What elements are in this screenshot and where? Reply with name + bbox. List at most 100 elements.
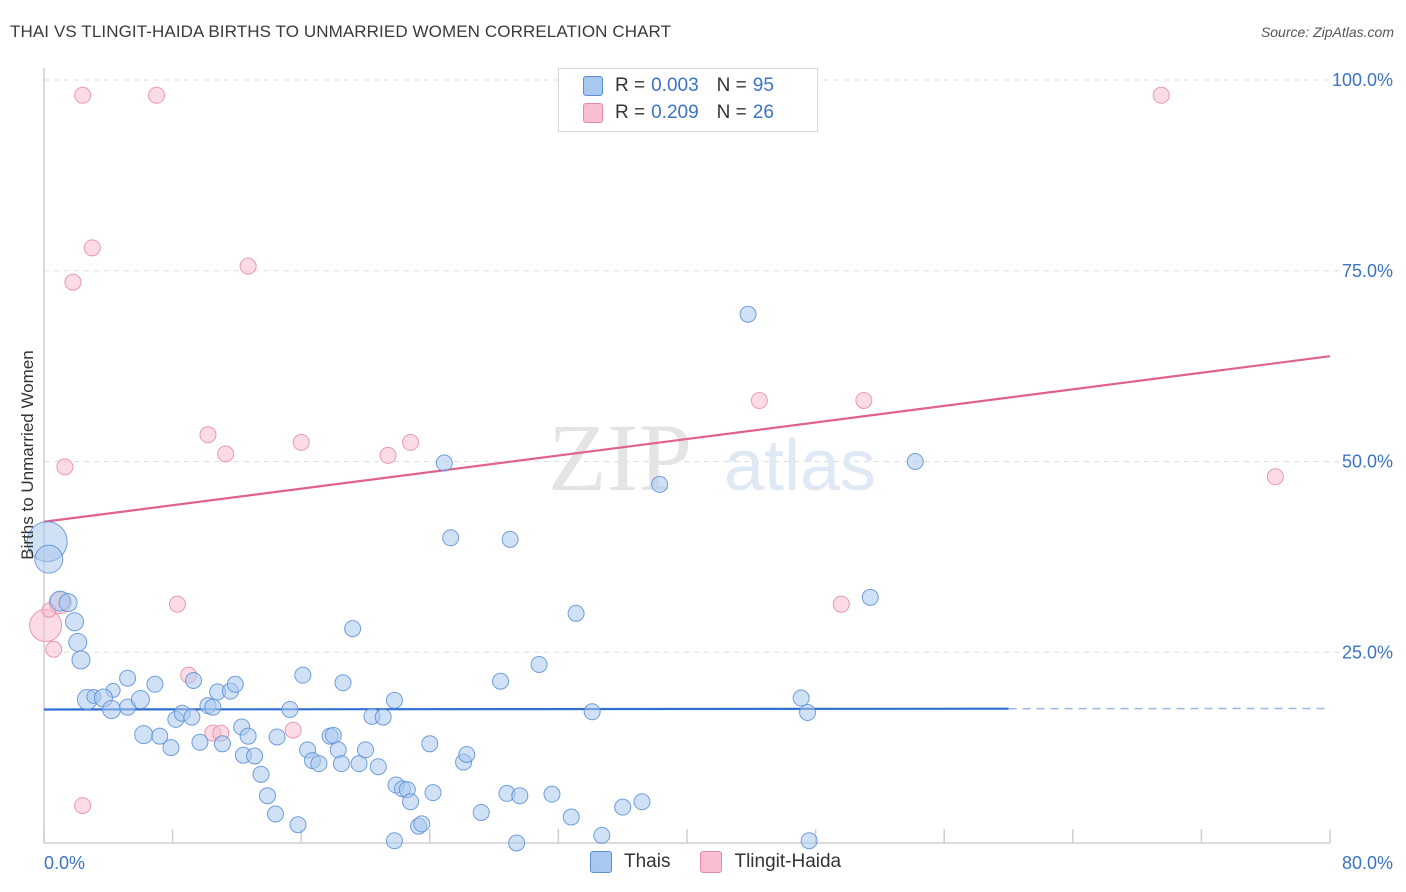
axes: [43, 68, 1331, 844]
thais-point: [266, 805, 284, 823]
n-value: 26: [752, 102, 774, 123]
tlingit-haida-point: [855, 391, 873, 409]
series-legend: Thais Tlingit-Haida: [590, 851, 871, 873]
tlingit-haida-point: [239, 257, 257, 275]
tlingit-haida-point: [45, 640, 63, 658]
tlingit-haida-point: [292, 433, 310, 451]
thais-point: [332, 755, 350, 773]
thais-point: [413, 815, 431, 833]
thais-point: [310, 755, 328, 773]
thais-point: [239, 727, 257, 745]
thais-point: [385, 691, 403, 709]
tlingit-haida-point: [199, 426, 217, 444]
thais-point: [651, 475, 669, 493]
data-points: [26, 86, 1284, 852]
tlingit-haida-point: [1152, 86, 1170, 104]
thais-point: [799, 704, 817, 722]
thais-point: [543, 785, 561, 803]
thais-point: [268, 728, 286, 746]
x-tick-label: 0.0%: [44, 853, 85, 873]
thais-point: [65, 612, 85, 632]
thais-point: [119, 669, 137, 687]
thais-point: [344, 620, 362, 638]
watermark-zip: ZIP: [548, 404, 692, 511]
thais-point: [162, 739, 180, 757]
thais-point: [501, 530, 519, 548]
chart-title: THAI VS TLINGIT-HAIDA BIRTHS TO UNMARRIE…: [10, 22, 672, 41]
thais-point: [442, 529, 460, 547]
tlingit-haida-point: [74, 797, 92, 815]
thais-swatch: [583, 76, 603, 96]
thais-point: [151, 727, 169, 745]
x-tick-label: 80.0%: [1342, 853, 1393, 873]
thais-point: [511, 787, 529, 805]
thais-point: [252, 765, 270, 783]
r-label: R =: [615, 102, 646, 123]
legend-item-tlingit: Tlingit-Haida: [700, 851, 841, 873]
thais-point: [614, 798, 632, 816]
thais-point: [593, 826, 611, 844]
thais-point: [246, 747, 264, 765]
thais-point: [71, 650, 91, 670]
tlingit-haida-point: [832, 595, 850, 613]
thais-point: [472, 803, 490, 821]
thais-point: [402, 793, 420, 811]
watermark: ZIP atlas: [548, 404, 876, 511]
thais-point: [508, 834, 526, 852]
y-axis-label: Births to Unmarried Women: [18, 350, 37, 560]
thais-point: [334, 674, 352, 692]
thais-point: [633, 793, 651, 811]
thais-point: [385, 832, 403, 850]
thais-point: [458, 745, 476, 763]
thais-legend-swatch: [590, 851, 612, 873]
gridlines: [44, 79, 1340, 653]
legend-item-thais: Thais: [590, 851, 670, 873]
thais-point: [583, 703, 601, 721]
thais-point: [374, 708, 392, 726]
tlingit-haida-point: [217, 445, 235, 463]
tlingit-haida-point: [74, 86, 92, 104]
thais-point: [204, 698, 222, 716]
legend-label-tlingit: Tlingit-Haida: [734, 851, 842, 872]
tlingit-haida-point: [402, 433, 420, 451]
r-value: 0.209: [651, 102, 699, 123]
tlingit-haida-point: [379, 446, 397, 464]
n-label: N =: [716, 75, 747, 96]
thais-point: [861, 588, 879, 606]
tlingit-swatch: [583, 103, 603, 123]
tlingit-haida-point: [56, 458, 74, 476]
thais-point: [68, 632, 88, 652]
tlingit-haida-point: [148, 86, 166, 104]
y-tick-label: 25.0%: [1342, 642, 1393, 662]
thais-point: [146, 675, 164, 693]
tlingit-haida-point: [64, 273, 82, 291]
thais-point: [350, 755, 368, 773]
thais-point: [294, 666, 312, 684]
y-tick-label: 100.0%: [1332, 70, 1393, 90]
thais-point: [34, 544, 64, 574]
thais-point: [289, 816, 307, 834]
thais-point: [226, 675, 244, 693]
thais-point: [58, 593, 78, 613]
thais-point: [324, 726, 342, 744]
thais-point: [567, 604, 585, 622]
n-value: 95: [752, 75, 774, 96]
stats-legend: R = 0.003 N = 95 R = 0.209 N = 26: [558, 68, 818, 132]
thais-point: [183, 708, 201, 726]
chart-source: Source: ZipAtlas.com: [1260, 24, 1394, 40]
legend-row-thais: R = 0.003 N = 95: [583, 73, 774, 99]
tick-labels: 25.0% 50.0% 75.0% 100.0% 0.0% 80.0%: [44, 70, 1393, 873]
thais-point: [424, 784, 442, 802]
thais-point: [357, 741, 374, 759]
thais-point: [530, 655, 548, 673]
thais-point: [800, 832, 818, 850]
watermark-atlas: atlas: [724, 426, 876, 506]
tlingit-haida-point: [750, 391, 768, 409]
tlingit-haida-point: [1266, 468, 1284, 486]
thais-point: [435, 454, 453, 472]
tlingit-haida-trend-line: [43, 355, 1331, 523]
tlingit-haida-point: [83, 239, 101, 257]
legend-label-thais: Thais: [624, 851, 671, 872]
thais-point: [281, 700, 299, 718]
